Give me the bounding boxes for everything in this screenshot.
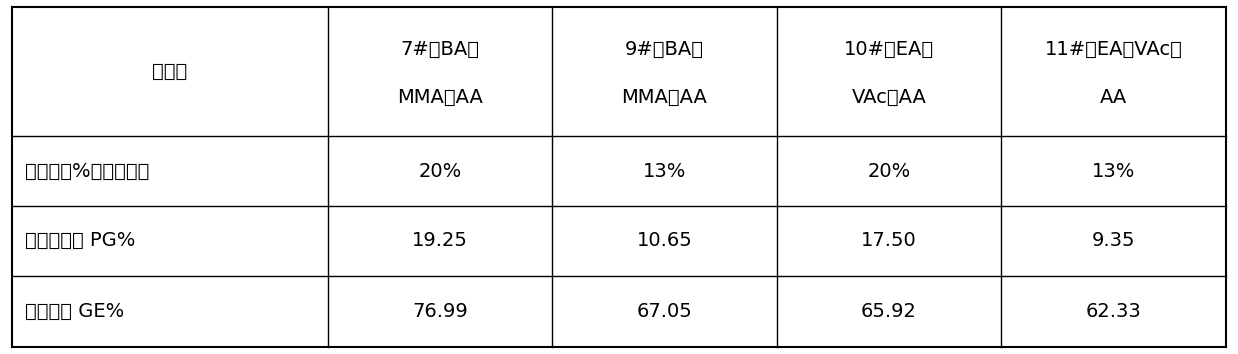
Text: MMA、AA: MMA、AA xyxy=(621,88,707,107)
Text: 19.25: 19.25 xyxy=(412,231,468,250)
Text: 76.99: 76.99 xyxy=(412,302,468,321)
Text: 20%: 20% xyxy=(868,161,911,181)
Text: 13%: 13% xyxy=(643,161,686,181)
Text: MMA、AA: MMA、AA xyxy=(397,88,483,107)
Text: 17.50: 17.50 xyxy=(862,231,917,250)
Text: 7#：BA、: 7#：BA、 xyxy=(401,40,479,59)
Text: 样品号: 样品号 xyxy=(152,62,188,81)
Text: 单体用量%（对淀粉）: 单体用量%（对淀粉） xyxy=(25,161,149,181)
Text: 67.05: 67.05 xyxy=(636,302,692,321)
Text: 9.35: 9.35 xyxy=(1092,231,1135,250)
Text: AA: AA xyxy=(1099,88,1127,107)
Text: 62.33: 62.33 xyxy=(1086,302,1141,321)
Text: 11#：EA、VAc、: 11#：EA、VAc、 xyxy=(1045,40,1182,59)
Text: 13%: 13% xyxy=(1092,161,1135,181)
Text: VAc、AA: VAc、AA xyxy=(852,88,926,107)
Text: 接枝百分率 PG%: 接枝百分率 PG% xyxy=(25,231,135,250)
Text: 65.92: 65.92 xyxy=(860,302,917,321)
Text: 10.65: 10.65 xyxy=(636,231,692,250)
Text: 9#：BA、: 9#：BA、 xyxy=(625,40,704,59)
Text: 接枝效率 GE%: 接枝效率 GE% xyxy=(25,302,124,321)
Text: 20%: 20% xyxy=(418,161,462,181)
Text: 10#：EA、: 10#：EA、 xyxy=(844,40,933,59)
